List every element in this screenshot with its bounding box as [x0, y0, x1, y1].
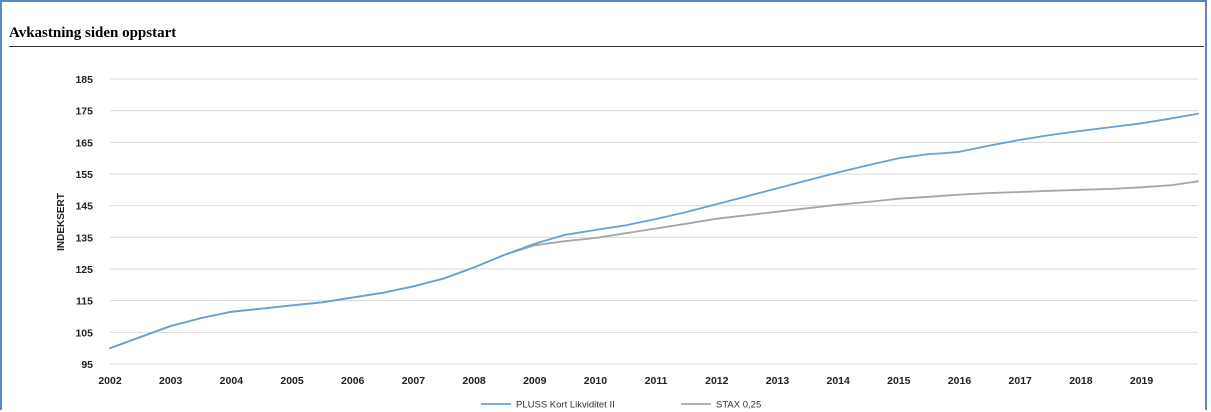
x-tick-label: 2013: [766, 375, 790, 387]
series-lines: [109, 112, 1199, 350]
x-tick-label: 2002: [98, 375, 122, 387]
y-tick-label: 135: [75, 232, 93, 244]
x-tick-label: 2014: [826, 375, 850, 387]
legend: PLUSS Kort Likviditet II STAX 0,25: [481, 400, 761, 411]
x-tick-label: 2007: [402, 375, 426, 387]
x-tick-label: 2011: [645, 375, 668, 387]
x-tick-label: 2015: [887, 375, 911, 387]
x-tick-label: 2012: [705, 375, 729, 387]
legend-label: STAX 0,25: [716, 400, 761, 411]
y-tick-label: 115: [76, 296, 93, 308]
page-title: Avkastning siden oppstart: [9, 25, 177, 41]
x-axis-ticks: 2002 2003 2004 2005 2006 2007 2008 2009 2010 2011…: [98, 375, 1153, 387]
x-tick-label: 2005: [280, 375, 304, 387]
y-axis-ticks: 95 105 115 125 135 145 155 165 175 185: [75, 74, 93, 371]
y-tick-label: 125: [75, 264, 93, 276]
series-line: [109, 112, 1199, 350]
y-tick-label: 185: [75, 74, 93, 86]
x-tick-label: 2016: [948, 375, 972, 387]
title-divider: [9, 46, 1204, 47]
y-tick-label: 95: [81, 359, 93, 371]
x-tick-label: 2018: [1069, 375, 1093, 387]
x-tick-label: 2008: [462, 375, 486, 387]
x-tick-label: 2019: [1130, 375, 1154, 387]
legend-label: PLUSS Kort Likviditet II: [516, 400, 615, 411]
y-tick-label: 145: [75, 201, 93, 213]
y-tick-label: 105: [75, 327, 93, 339]
x-tick-label: 2006: [341, 375, 365, 387]
y-tick-label: 165: [75, 137, 93, 149]
series-line: [109, 180, 1199, 350]
x-tick-label: 2004: [220, 375, 244, 387]
y-axis-label: INDEKSERT: [56, 193, 67, 251]
x-tick-label: 2017: [1009, 375, 1033, 387]
y-tick-label: 155: [75, 169, 93, 181]
x-tick-label: 2009: [523, 375, 547, 387]
grid-lines: [110, 78, 1198, 365]
y-tick-label: 175: [75, 106, 93, 118]
x-tick-label: 2010: [584, 375, 608, 387]
x-tick-label: 2003: [159, 375, 183, 387]
